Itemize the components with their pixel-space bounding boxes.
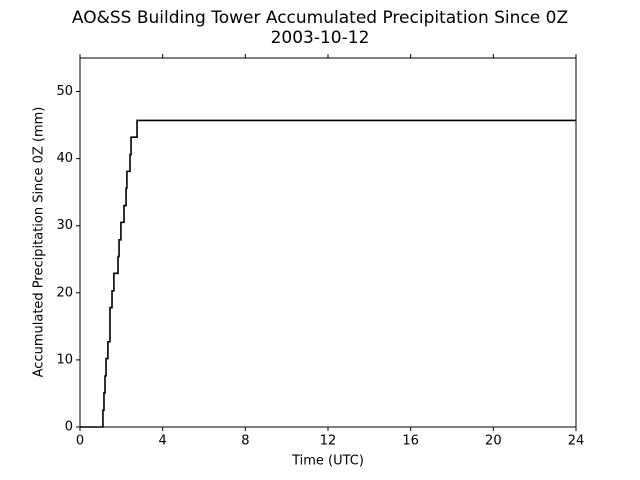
y-tick-label: 30 [56, 218, 73, 233]
x-tick-label: 8 [241, 434, 249, 449]
x-tick-label: 0 [76, 434, 84, 449]
x-tick-label: 16 [402, 434, 419, 449]
x-tick-label: 20 [485, 434, 502, 449]
y-tick-label: 10 [56, 352, 73, 367]
data-line [80, 119, 576, 428]
chart-title: AO&SS Building Tower Accumulated Precipi… [72, 8, 568, 28]
y-tick-label: 40 [56, 151, 73, 166]
x-axis-label: Time (UTC) [291, 454, 364, 469]
y-tick-label: 20 [56, 285, 73, 300]
y-tick-label: 0 [65, 420, 73, 435]
y-axis-label: Accumulated Precipitation Since 0Z (mm) [32, 107, 47, 378]
y-tick-label: 50 [56, 84, 73, 99]
x-tick-label: 24 [568, 434, 585, 449]
chart-subtitle: 2003-10-12 [271, 28, 370, 48]
x-tick-label: 12 [320, 434, 337, 449]
x-tick-label: 4 [159, 434, 167, 449]
plot-frame [79, 57, 577, 428]
